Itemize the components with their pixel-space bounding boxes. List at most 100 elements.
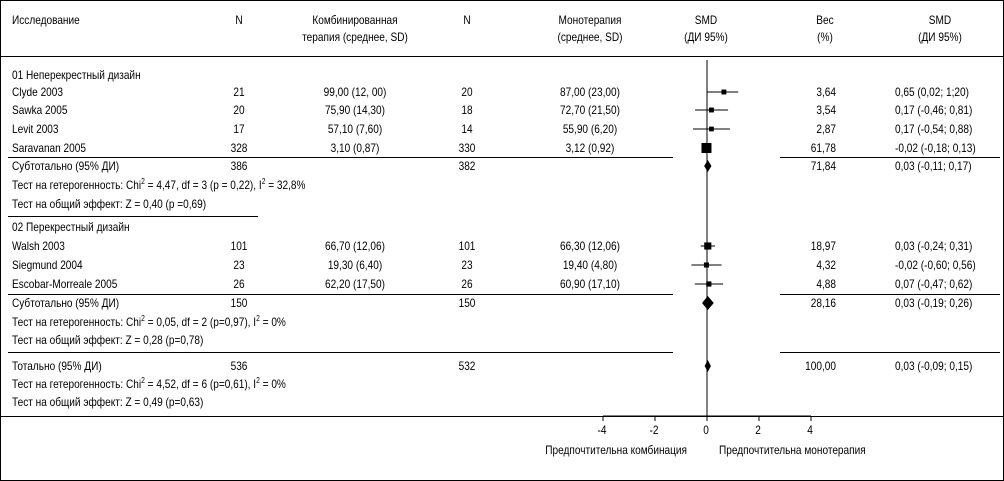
overall-effect-test: Тест на общий эффект: Z = 0,49 (p=0,63)	[12, 395, 204, 409]
study-combo-mean: 62,20 (17,50)	[325, 277, 385, 291]
study-point	[703, 262, 710, 268]
footer-divider	[1, 416, 1003, 417]
study-combo-mean: 75,90 (14,30)	[325, 103, 385, 117]
subtotal-divider	[8, 157, 673, 158]
study-point	[709, 126, 714, 132]
study-ci-text: -0,02 (-0,18; 0,13)	[895, 141, 976, 155]
study-n-mono: 18	[461, 103, 473, 117]
axis-tick-label: -2	[649, 423, 659, 437]
study-combo-mean: 19,30 (6,40)	[327, 258, 383, 272]
study-ci-text: 0,03 (-0,24; 0,31)	[895, 239, 973, 253]
header-divider	[1, 56, 1003, 57]
subtotal-ci-text: 0,03 (-0,11; 0,17)	[895, 159, 972, 173]
heterogeneity-test: Тест на гетерогенность: Chi2 = 0,05, df …	[12, 314, 286, 330]
study-n-mono: 14	[461, 122, 473, 136]
header-weight-line2: (%)	[817, 30, 833, 44]
total-label: Тотально (95% ДИ)	[12, 359, 102, 373]
study-ci-text: 0,17 (-0,46; 0,81)	[895, 103, 973, 117]
study-name: Sawka 2005	[12, 103, 68, 117]
study-weight: 18,97	[810, 239, 836, 253]
header-smd2-line2: (ДИ 95%)	[918, 30, 962, 44]
group-title: 01 Неперекрестный дизайн	[12, 68, 141, 82]
study-weight: 4,32	[816, 258, 836, 272]
study-mono-mean: 66,30 (12,06)	[560, 239, 620, 253]
study-weight: 2,87	[816, 122, 836, 136]
subtotal-label: Субтотально (95% ДИ)	[12, 296, 120, 310]
study-point	[708, 107, 714, 113]
pooled-diamond	[704, 160, 712, 172]
study-weight: 4,88	[816, 277, 836, 291]
subtotal-weight: 28,16	[810, 296, 836, 310]
study-combo-mean: 99,00 (12, 00)	[323, 85, 387, 99]
total-divider	[8, 352, 673, 353]
total-divider	[780, 352, 1000, 353]
study-mono-mean: 87,00 (23,00)	[560, 85, 620, 99]
header-mono-line2: (среднее, SD)	[557, 30, 623, 44]
study-n-combo: 23	[233, 258, 245, 272]
header-mono-line1: Монотерапия	[558, 13, 622, 27]
study-weight: 3,64	[816, 85, 836, 99]
study-name: Levit 2003	[12, 122, 59, 136]
study-point	[704, 242, 712, 250]
study-n-combo: 26	[233, 277, 245, 291]
study-n-combo: 328	[230, 141, 248, 155]
total-weight: 100,00	[805, 359, 836, 373]
subtotal-weight: 71,84	[810, 159, 836, 173]
overall-effect-test: Тест на общий эффект: Z = 0,28 (p=0,78)	[12, 333, 204, 347]
study-mono-mean: 19,40 (4,80)	[562, 258, 618, 272]
group-divider	[8, 216, 258, 217]
study-ci-text: 0,65 (0,02; 1;20)	[895, 85, 969, 99]
study-n-mono: 20	[461, 85, 473, 99]
subtotal-divider	[780, 294, 1000, 295]
study-n-mono: 101	[458, 239, 476, 253]
study-mono-mean: 3,12 (0,92)	[565, 141, 615, 155]
subtotal-label: Субтотально (95% ДИ)	[12, 159, 120, 173]
subtotal-n-mono: 382	[458, 159, 476, 173]
overall-effect-test: Тест на общий эффект: Z = 0,40 (p =0,69)	[12, 197, 207, 211]
header-n-mono: N	[463, 13, 471, 27]
group-title: 02 Перекрестный дизайн	[12, 220, 130, 234]
subtotal-n-mono: 150	[458, 296, 476, 310]
subtotal-divider	[780, 157, 1000, 158]
heterogeneity-test: Тест на гетерогенность: Chi2 = 4,47, df …	[12, 177, 306, 193]
study-name: Escobar-Morreale 2005	[12, 277, 118, 291]
pooled-diamond	[702, 296, 714, 310]
study-combo-mean: 66,70 (12,06)	[325, 239, 385, 253]
study-name: Clyde 2003	[12, 85, 64, 99]
total-n-mono: 532	[458, 359, 476, 373]
study-name: Saravanan 2005	[12, 141, 86, 155]
study-point	[701, 143, 712, 153]
study-mono-mean: 72,70 (21,50)	[560, 103, 620, 117]
total-ci-text: 0,03 (-0,09; 0,15)	[895, 359, 973, 373]
header-study: Исследование	[12, 13, 80, 27]
subtotal-ci-text: 0,03 (-0,19; 0,26)	[895, 296, 973, 310]
study-mono-mean: 60,90 (17,10)	[560, 277, 620, 291]
study-n-combo: 21	[233, 85, 245, 99]
header-smd2-line1: SMD	[928, 13, 952, 27]
study-ci-text: 0,07 (-0,47; 0,62)	[895, 277, 973, 291]
axis-tick-label: -4	[597, 423, 607, 437]
study-n-mono: 23	[461, 258, 473, 272]
axis-left-label: Предпочтительна комбинация	[545, 443, 687, 457]
axis-tick-label: 0	[703, 423, 709, 437]
subtotal-divider	[8, 294, 673, 295]
study-mono-mean: 55,90 (6,20)	[562, 122, 618, 136]
pooled-diamond	[704, 360, 711, 372]
total-n-combo: 536	[230, 359, 248, 373]
header-n-combo: N	[235, 13, 243, 27]
study-point	[721, 89, 727, 95]
study-n-combo: 20	[233, 103, 245, 117]
study-point	[706, 281, 712, 287]
study-n-combo: 17	[233, 122, 245, 136]
header-combo-line1: Комбинированная	[312, 13, 398, 27]
axis-tick-label: 2	[755, 423, 761, 437]
study-weight: 3,54	[816, 103, 836, 117]
study-n-mono: 26	[461, 277, 473, 291]
header-weight-line1: Вес	[816, 13, 834, 27]
study-weight: 61,78	[810, 141, 836, 155]
heterogeneity-test: Тест на гетерогенность: Chi2 = 4,52, df …	[12, 376, 286, 392]
study-combo-mean: 57,10 (7,60)	[327, 122, 383, 136]
axis-tick-label: 4	[807, 423, 813, 437]
study-n-mono: 330	[458, 141, 476, 155]
